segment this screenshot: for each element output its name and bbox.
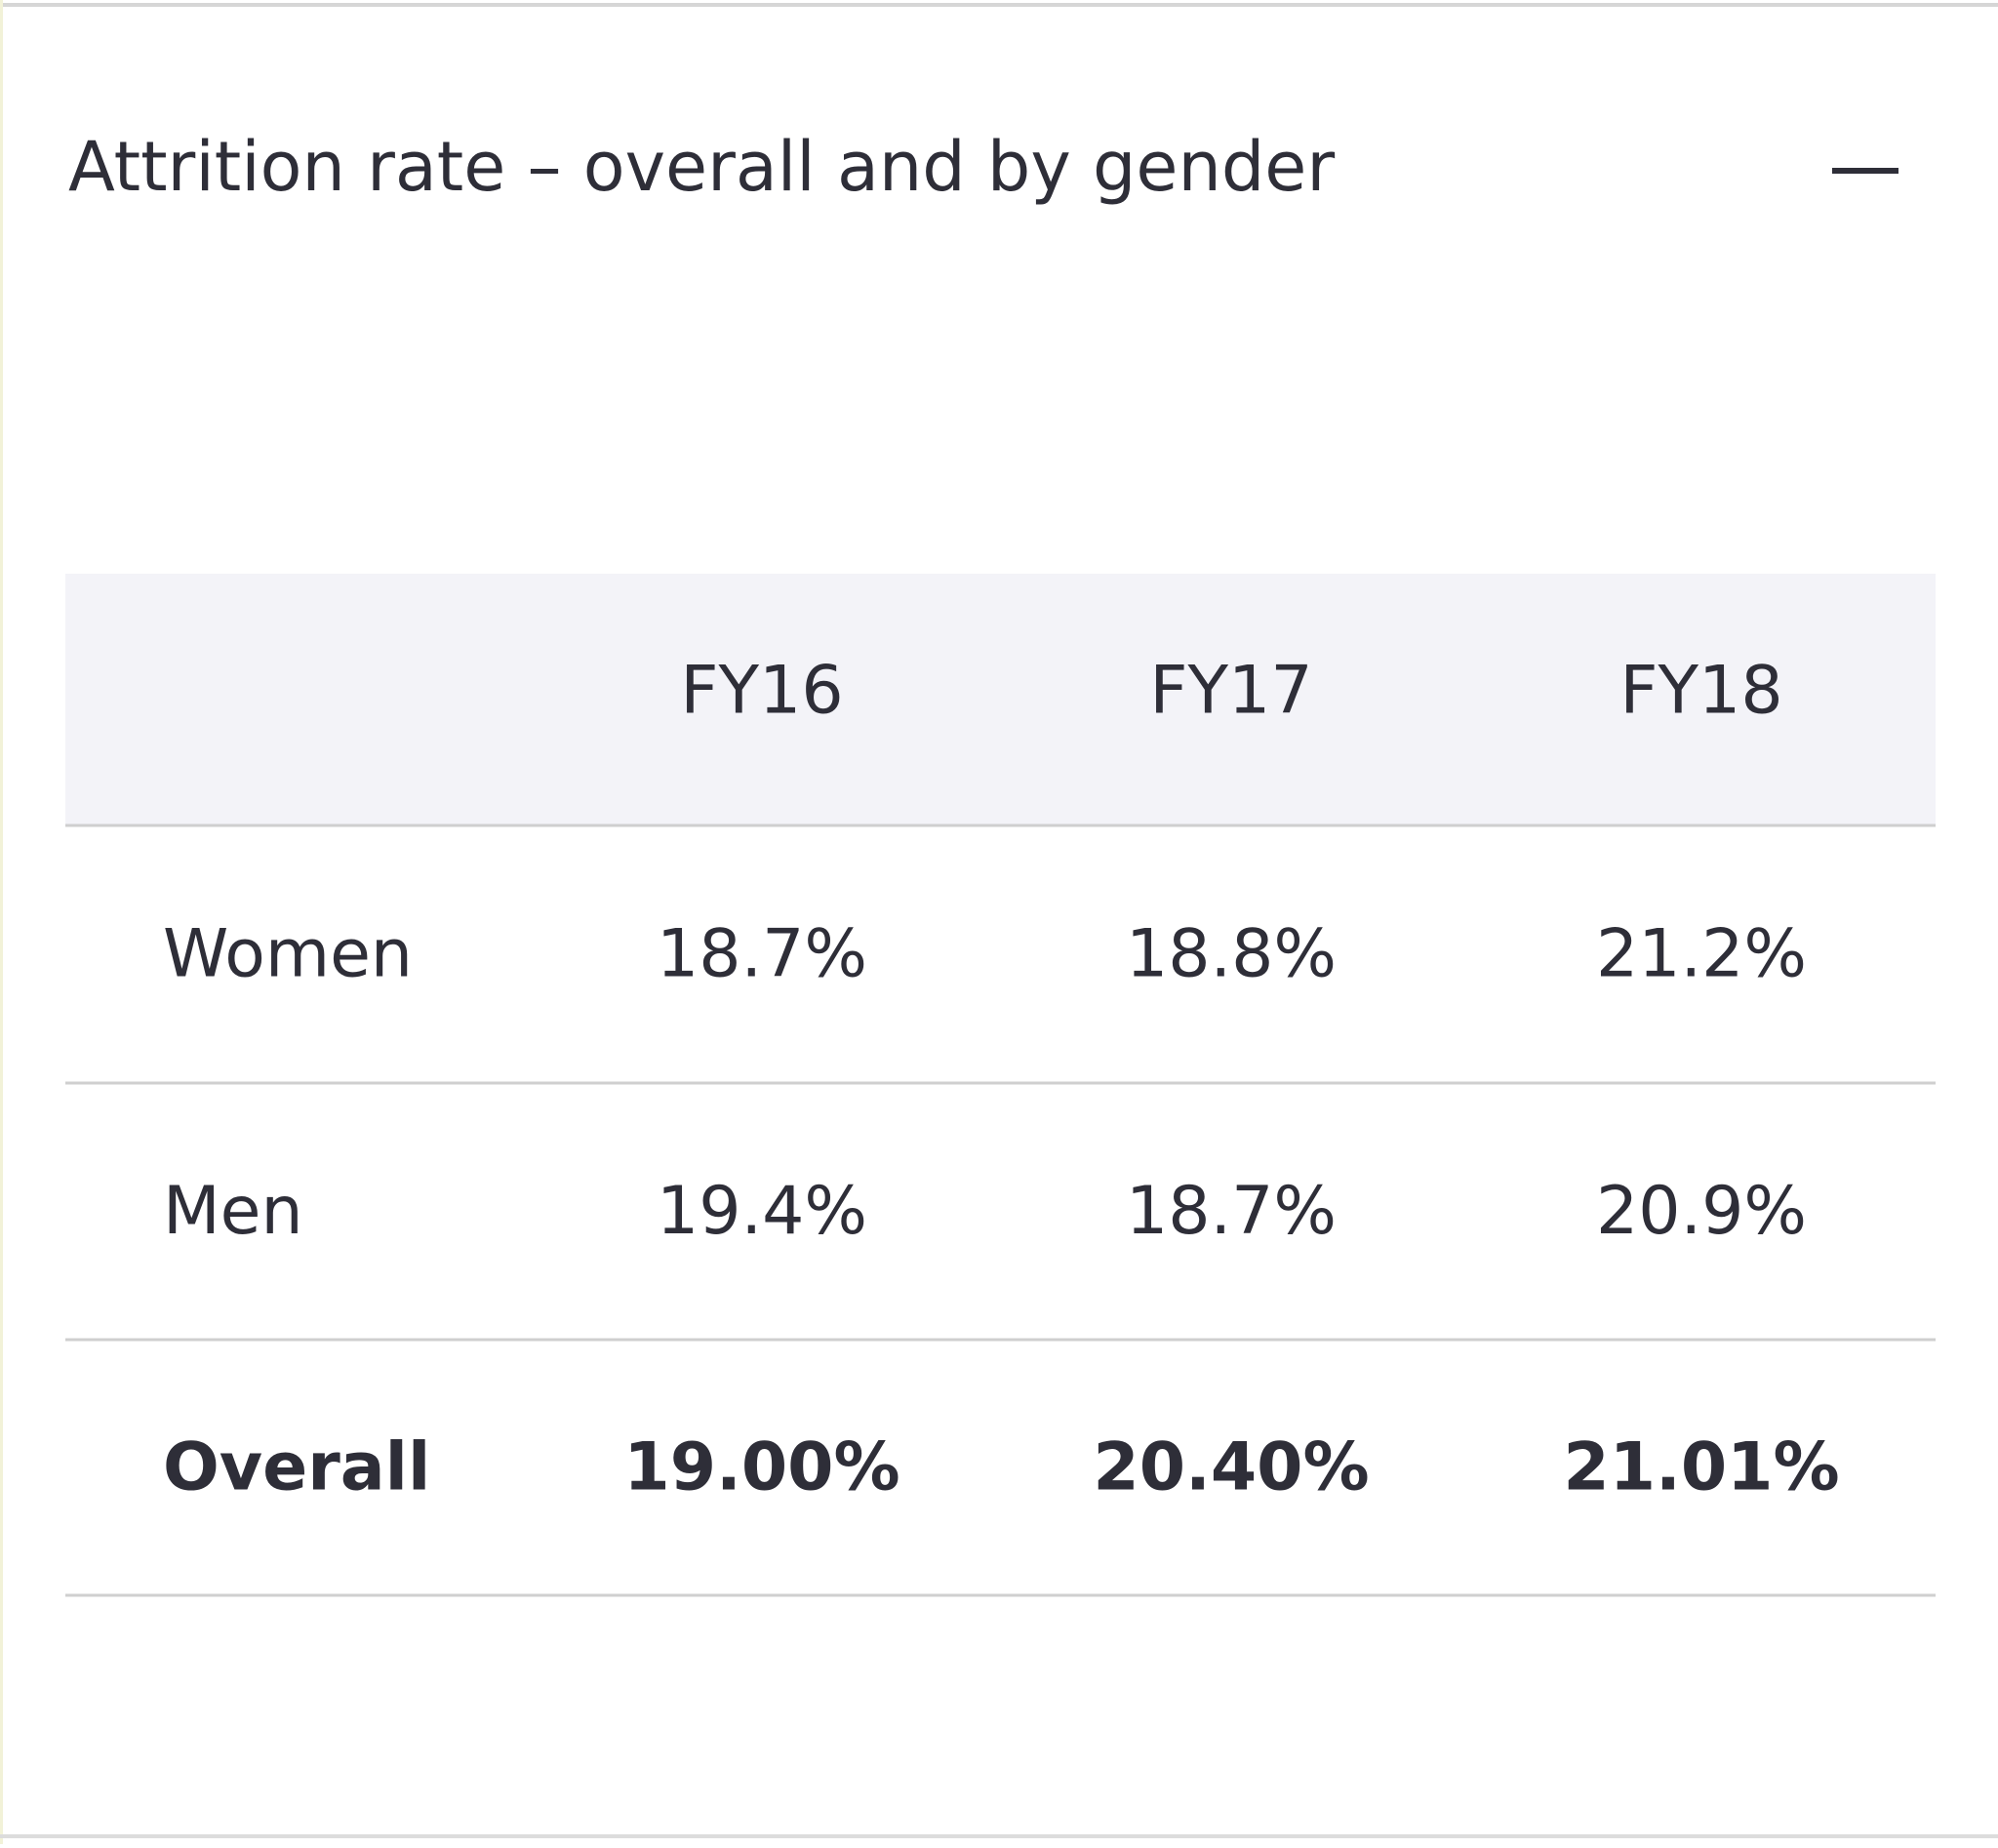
- column-header: FY16: [680, 653, 843, 730]
- table-cell: 18.8%: [1126, 916, 1337, 993]
- table-cell: 19.00%: [623, 1429, 899, 1507]
- table-cell: 18.7%: [1126, 1173, 1337, 1250]
- table-cell: 21.2%: [1596, 916, 1807, 993]
- column-header: FY17: [1149, 653, 1312, 730]
- table-header-band: [65, 574, 1936, 825]
- row-label: Women: [163, 916, 413, 993]
- collapse-button[interactable]: [1815, 137, 1912, 205]
- section-title: Attrition rate – overall and by gender: [68, 127, 1335, 207]
- table-cell: 20.9%: [1596, 1173, 1807, 1250]
- table-cell: 21.01%: [1563, 1429, 1839, 1507]
- table: FY16 FY17 FY18 Women 18.7% 18.8% 21.2% Men 19.4%…: [65, 653, 1936, 1597]
- table-cell: 18.7%: [657, 916, 867, 993]
- table-cell: 20.40%: [1093, 1429, 1369, 1507]
- row-label: Men: [163, 1173, 303, 1250]
- row-label: Overall: [163, 1429, 430, 1507]
- table-cell: 19.4%: [657, 1173, 867, 1250]
- column-header: FY18: [1619, 653, 1782, 730]
